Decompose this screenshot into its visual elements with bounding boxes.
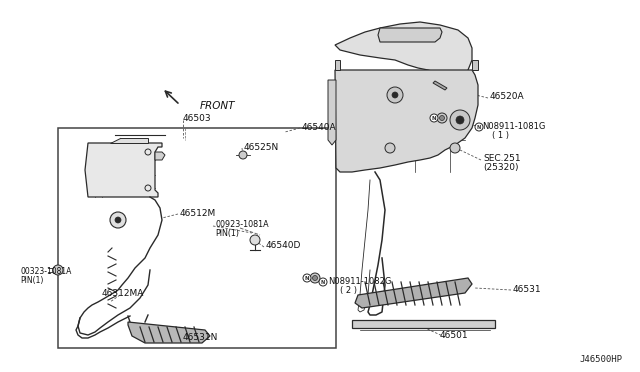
Text: 00323-1081A: 00323-1081A	[20, 267, 72, 276]
Circle shape	[303, 274, 311, 282]
Circle shape	[310, 273, 320, 283]
Circle shape	[450, 110, 470, 130]
Polygon shape	[472, 60, 478, 70]
Polygon shape	[128, 322, 210, 343]
Text: PIN(1): PIN(1)	[20, 276, 44, 285]
Circle shape	[430, 114, 438, 122]
Text: N: N	[477, 125, 481, 129]
Text: 00923-1081A: 00923-1081A	[215, 219, 269, 228]
Text: 46503: 46503	[183, 113, 212, 122]
Text: 46531N: 46531N	[183, 333, 218, 341]
Text: N: N	[305, 276, 309, 280]
Text: 46525N: 46525N	[244, 142, 279, 151]
Text: ( 1 ): ( 1 )	[492, 131, 509, 140]
Text: 46501: 46501	[440, 330, 468, 340]
Circle shape	[239, 151, 247, 159]
Text: FRONT: FRONT	[200, 101, 236, 111]
Polygon shape	[335, 60, 340, 70]
Text: SEC.251: SEC.251	[483, 154, 520, 163]
Text: (25320): (25320)	[483, 163, 518, 171]
Text: N08911-1081G: N08911-1081G	[482, 122, 545, 131]
Circle shape	[392, 92, 398, 98]
Circle shape	[456, 116, 464, 124]
Polygon shape	[85, 143, 162, 197]
Circle shape	[440, 115, 445, 121]
Text: J46500HP: J46500HP	[579, 356, 622, 365]
Text: 46512M: 46512M	[180, 208, 216, 218]
Polygon shape	[352, 320, 495, 328]
Circle shape	[319, 278, 327, 286]
Polygon shape	[433, 81, 447, 90]
Polygon shape	[110, 138, 148, 143]
Text: ( 2 ): ( 2 )	[340, 286, 357, 295]
Text: 46540A: 46540A	[302, 122, 337, 131]
Bar	[58, 128, 336, 348]
Text: PIN(1): PIN(1)	[215, 228, 239, 237]
Circle shape	[385, 143, 395, 153]
Circle shape	[387, 87, 403, 103]
Circle shape	[437, 113, 447, 123]
Circle shape	[475, 123, 483, 131]
Circle shape	[53, 265, 63, 275]
Polygon shape	[155, 152, 165, 160]
Circle shape	[450, 143, 460, 153]
Polygon shape	[328, 80, 336, 145]
Text: 46520A: 46520A	[490, 92, 525, 100]
Text: 46540D: 46540D	[266, 241, 301, 250]
Circle shape	[312, 276, 317, 280]
Text: 46531: 46531	[513, 285, 541, 294]
Text: N: N	[432, 115, 436, 121]
Text: 46312MA: 46312MA	[102, 289, 145, 298]
Circle shape	[110, 212, 126, 228]
Polygon shape	[335, 22, 472, 82]
Text: N: N	[321, 279, 325, 285]
Polygon shape	[335, 70, 478, 172]
Polygon shape	[355, 278, 472, 308]
Circle shape	[250, 235, 260, 245]
Text: N08911-1082G: N08911-1082G	[328, 278, 392, 286]
Circle shape	[115, 217, 121, 223]
Polygon shape	[378, 28, 442, 42]
